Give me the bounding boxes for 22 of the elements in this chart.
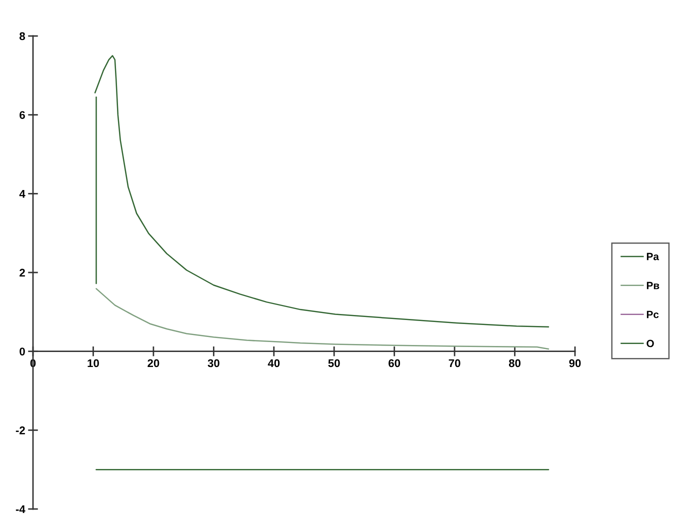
y-tick-label: -2	[16, 426, 25, 434]
x-tick-label: 70	[448, 359, 460, 368]
line-series	[94, 55, 550, 328]
legend-label: Pa	[646, 252, 660, 260]
x-tick-label: 50	[328, 359, 340, 368]
x-tick-label: 80	[508, 359, 520, 368]
line-series	[96, 288, 550, 350]
y-tick-label: 2	[20, 268, 25, 277]
y-tick-label: 6	[20, 111, 25, 119]
legend-label: O	[646, 340, 654, 348]
y-tick-label: 4	[19, 190, 26, 198]
x-tick-label: 20	[148, 359, 160, 368]
x-tick-label: 30	[208, 359, 220, 368]
x-tick-label: 40	[268, 359, 280, 368]
legend-label: Pc	[646, 310, 659, 318]
y-tick-label: -4	[16, 505, 26, 514]
x-tick-label: 60	[388, 359, 400, 368]
x-tick-label: 90	[569, 359, 581, 368]
legend-label: Pв	[646, 282, 660, 290]
x-tick-label: 10	[88, 359, 99, 368]
y-tick-label: 0	[20, 348, 25, 356]
y-tick-label: 8	[20, 32, 26, 40]
